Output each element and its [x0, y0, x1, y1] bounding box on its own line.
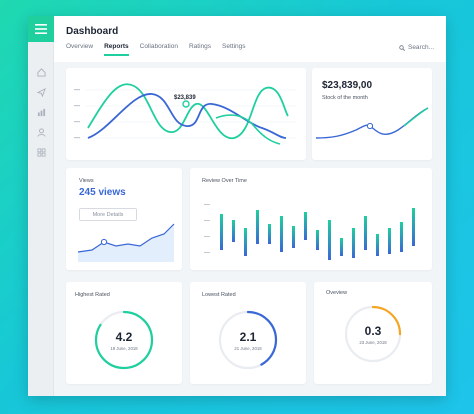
- sidebar-item-home[interactable]: [28, 62, 54, 82]
- review-card: Review Over Time: [190, 168, 432, 270]
- gauge-label: Oveview: [326, 290, 348, 296]
- review-bar-chart: [204, 204, 415, 260]
- tooltip-point[interactable]: [182, 100, 190, 108]
- views-label: Views: [79, 178, 94, 184]
- stock-value: $23,839,00: [322, 80, 373, 91]
- views-value: 245 views: [79, 187, 126, 198]
- sidebar-item-apps[interactable]: [28, 142, 54, 162]
- lowest-rated-gauge: [218, 310, 278, 370]
- stock-line: [315, 107, 429, 139]
- tab-collaboration[interactable]: Collaboration: [139, 43, 178, 50]
- more-details-button[interactable]: More Details: [79, 208, 137, 221]
- review-bar: [292, 226, 295, 248]
- review-bar: [340, 238, 343, 256]
- search-placeholder: Search...: [407, 44, 434, 51]
- stock-sparkline: [315, 107, 429, 139]
- gauge-date: 19 June, 2018: [110, 346, 138, 351]
- user-icon: [36, 127, 46, 137]
- gauge-center: 4.2 19 June, 2018: [96, 330, 152, 351]
- review-bar: [280, 216, 283, 252]
- gauge-date: 21 June, 2018: [234, 346, 262, 351]
- gauge-value: 2.1: [239, 330, 257, 344]
- main-wave-chart: $23,839: [74, 83, 296, 145]
- menu-button[interactable]: [28, 16, 54, 42]
- review-bar: [232, 220, 235, 242]
- overview-gauge: [344, 305, 402, 363]
- series-line-teal-2: [215, 114, 281, 145]
- overview-card: Oveview 0.3 23 June, 2018: [314, 282, 432, 384]
- axis-tick: [204, 220, 210, 221]
- stock-line-end: [403, 107, 429, 127]
- menu-icon: [35, 24, 47, 34]
- review-bar: [400, 222, 403, 252]
- axis-tick: [74, 105, 80, 107]
- gauge-label: Lowest Rated: [202, 292, 236, 298]
- main-chart-card: $23,839: [66, 68, 306, 160]
- review-bar: [256, 210, 259, 244]
- lowest-rated-card: Lowest Rated 2.1 21 June, 2018: [190, 282, 306, 384]
- sidebar-item-user[interactable]: [28, 122, 54, 142]
- grid-icon: [36, 147, 46, 157]
- review-bar: [352, 228, 355, 258]
- views-line: [77, 223, 175, 253]
- gauge-label: Highest Rated: [75, 292, 110, 298]
- tab-reports[interactable]: Reports: [104, 43, 129, 56]
- series-line-teal: [87, 83, 289, 139]
- highest-rated-gauge: [94, 310, 154, 370]
- page-title: Dashboard: [66, 26, 119, 37]
- review-title: Review Over Time: [202, 178, 247, 184]
- review-bar: [364, 216, 367, 250]
- review-bar: [220, 214, 223, 250]
- review-bar: [376, 234, 379, 256]
- gauge-date: 23 June, 2018: [359, 340, 387, 345]
- search-icon: [399, 44, 405, 51]
- stock-point[interactable]: [366, 122, 374, 130]
- home-icon: [36, 67, 46, 77]
- sidebar: [28, 16, 54, 396]
- highest-rated-card: Highest Rated 4.2 19 June, 2018: [66, 282, 182, 384]
- views-area: [78, 224, 174, 262]
- dashboard-window: Dashboard Overview Reports Collaboration…: [28, 16, 446, 396]
- axis-tick: [74, 121, 80, 123]
- review-bar: [412, 208, 415, 246]
- review-bar: [268, 224, 271, 244]
- gauge-arc: [344, 305, 402, 363]
- review-bar: [388, 228, 391, 254]
- sidebar-item-stats[interactable]: [28, 102, 54, 122]
- axis-tick: [74, 137, 80, 139]
- gauge-arc: [94, 310, 154, 370]
- review-bar: [304, 212, 307, 240]
- send-icon: [36, 87, 46, 97]
- gauge-value: 0.3: [364, 324, 382, 338]
- review-bar: [328, 220, 331, 260]
- review-bar: [244, 228, 247, 256]
- tab-overview[interactable]: Overview: [66, 43, 94, 50]
- gauge-value: 4.2: [115, 330, 133, 344]
- stock-card: $23,839,00 Stock of the month: [312, 68, 432, 160]
- sidebar-item-send[interactable]: [28, 82, 54, 102]
- axis-tick: [204, 236, 210, 237]
- axis-tick: [74, 89, 80, 91]
- tab-bar: Overview Reports Collaboration Ratings S…: [66, 43, 257, 56]
- axis-tick: [204, 204, 210, 205]
- views-area-chart: [77, 223, 175, 262]
- gauge-center: 2.1 21 June, 2018: [220, 330, 276, 351]
- bar-chart-icon: [37, 108, 45, 116]
- search-box[interactable]: Search...: [399, 44, 434, 51]
- tab-settings[interactable]: Settings: [222, 43, 246, 50]
- axis-tick: [204, 252, 210, 253]
- series-line-blue: [87, 93, 287, 139]
- gauge-center: 0.3 23 June, 2018: [345, 324, 401, 345]
- gauge-arc: [218, 310, 278, 370]
- tab-ratings[interactable]: Ratings: [188, 43, 212, 50]
- stock-caption: Stock of the month: [322, 95, 368, 101]
- review-bar: [316, 230, 319, 250]
- header: Dashboard Overview Reports Collaboration…: [54, 16, 446, 62]
- views-point[interactable]: [100, 238, 108, 246]
- tooltip-value: $23,839: [174, 95, 196, 101]
- views-card: Views 245 views More Details: [66, 168, 182, 270]
